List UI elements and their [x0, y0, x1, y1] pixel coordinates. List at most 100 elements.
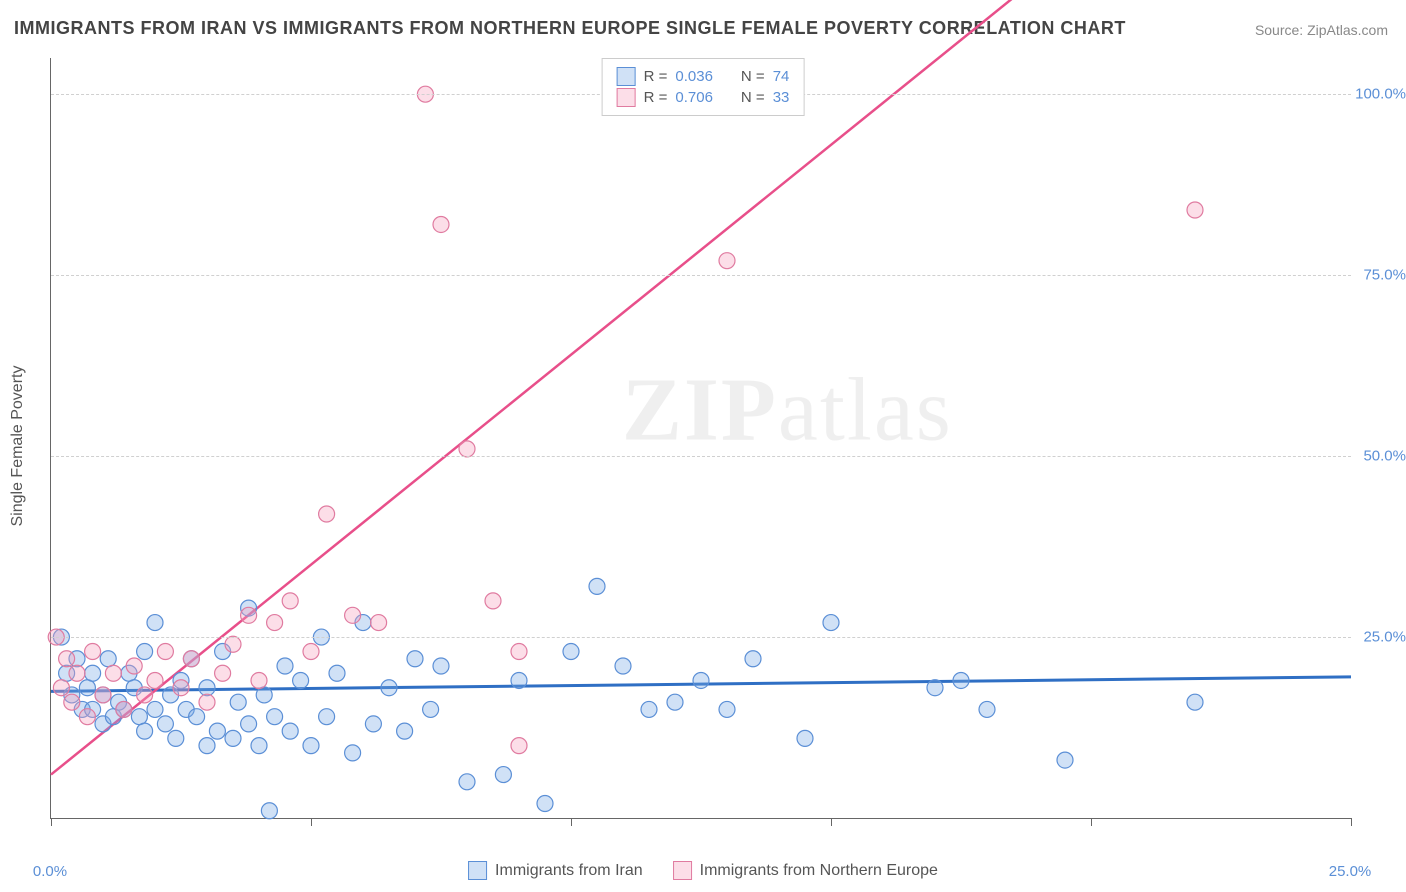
legend-swatch — [617, 88, 636, 107]
trend-line-neur — [51, 0, 1351, 775]
data-point-neur — [719, 253, 735, 269]
data-point-iran — [823, 615, 839, 631]
data-point-iran — [365, 716, 381, 732]
data-point-iran — [256, 687, 272, 703]
data-point-neur — [251, 672, 267, 688]
gridline — [51, 456, 1351, 457]
data-point-iran — [199, 680, 215, 696]
data-point-iran — [251, 738, 267, 754]
gridline — [51, 637, 1351, 638]
chart-svg — [51, 58, 1351, 818]
data-point-neur — [147, 672, 163, 688]
legend-swatch — [673, 861, 692, 880]
data-point-iran — [209, 723, 225, 739]
legend-swatch — [617, 67, 636, 86]
y-tick-label: 25.0% — [1363, 629, 1406, 646]
data-point-neur — [137, 687, 153, 703]
data-point-iran — [345, 745, 361, 761]
r-value: 0.706 — [675, 89, 713, 106]
data-point-neur — [69, 665, 85, 681]
x-tick — [1351, 818, 1352, 826]
data-point-neur — [95, 687, 111, 703]
data-point-neur — [116, 701, 132, 717]
data-point-iran — [589, 578, 605, 594]
x-tick — [51, 818, 52, 826]
data-point-iran — [953, 672, 969, 688]
data-point-neur — [345, 607, 361, 623]
data-point-iran — [147, 701, 163, 717]
data-point-iran — [797, 730, 813, 746]
legend-series-item: Immigrants from Iran — [468, 861, 643, 880]
x-tick — [571, 818, 572, 826]
x-tick — [831, 818, 832, 826]
data-point-neur — [85, 644, 101, 660]
r-value: 0.036 — [675, 68, 713, 85]
y-tick-label: 75.0% — [1363, 267, 1406, 284]
data-point-iran — [100, 651, 116, 667]
y-tick-label: 100.0% — [1355, 86, 1406, 103]
data-point-iran — [319, 709, 335, 725]
data-point-iran — [137, 723, 153, 739]
legend-series: Immigrants from Iran Immigrants from Nort… — [468, 861, 938, 880]
data-point-neur — [485, 593, 501, 609]
y-axis-label: Single Female Poverty — [9, 366, 27, 527]
data-point-iran — [329, 665, 345, 681]
x-tick-label: 25.0% — [1329, 863, 1372, 880]
chart-title: IMMIGRANTS FROM IRAN VS IMMIGRANTS FROM … — [14, 18, 1126, 39]
data-point-neur — [319, 506, 335, 522]
data-point-iran — [137, 644, 153, 660]
data-point-neur — [59, 651, 75, 667]
n-value: 33 — [773, 89, 790, 106]
data-point-iran — [927, 680, 943, 696]
data-point-neur — [64, 694, 80, 710]
data-point-iran — [241, 716, 257, 732]
data-point-iran — [459, 774, 475, 790]
data-point-iran — [131, 709, 147, 725]
data-point-iran — [979, 701, 995, 717]
data-point-iran — [423, 701, 439, 717]
data-point-neur — [511, 644, 527, 660]
legend-correlation-row: R =0.036N =74 — [617, 67, 790, 86]
data-point-iran — [495, 767, 511, 783]
data-point-neur — [282, 593, 298, 609]
data-point-iran — [267, 709, 283, 725]
data-point-iran — [511, 672, 527, 688]
legend-series-label: Immigrants from Northern Europe — [700, 862, 938, 880]
data-point-neur — [433, 216, 449, 232]
data-point-neur — [459, 441, 475, 457]
x-tick — [1091, 818, 1092, 826]
n-label: N = — [741, 68, 765, 85]
data-point-iran — [667, 694, 683, 710]
data-point-iran — [261, 803, 277, 819]
data-point-neur — [241, 607, 257, 623]
data-point-iran — [199, 738, 215, 754]
data-point-iran — [147, 615, 163, 631]
data-point-neur — [105, 665, 121, 681]
data-point-neur — [267, 615, 283, 631]
data-point-iran — [397, 723, 413, 739]
data-point-iran — [230, 694, 246, 710]
legend-series-label: Immigrants from Iran — [495, 862, 643, 880]
data-point-neur — [1187, 202, 1203, 218]
data-point-iran — [719, 701, 735, 717]
data-point-neur — [79, 709, 95, 725]
data-point-iran — [79, 680, 95, 696]
legend-series-item: Immigrants from Northern Europe — [673, 861, 938, 880]
data-point-neur — [225, 636, 241, 652]
data-point-iran — [745, 651, 761, 667]
data-point-iran — [277, 658, 293, 674]
data-point-iran — [1187, 694, 1203, 710]
data-point-iran — [168, 730, 184, 746]
gridline — [51, 275, 1351, 276]
data-point-neur — [126, 658, 142, 674]
data-point-iran — [1057, 752, 1073, 768]
data-point-iran — [189, 709, 205, 725]
data-point-neur — [371, 615, 387, 631]
r-label: R = — [644, 68, 668, 85]
data-point-iran — [433, 658, 449, 674]
source-label: Source: ZipAtlas.com — [1255, 22, 1388, 38]
data-point-neur — [303, 644, 319, 660]
data-point-neur — [183, 651, 199, 667]
data-point-iran — [537, 796, 553, 812]
data-point-iran — [381, 680, 397, 696]
